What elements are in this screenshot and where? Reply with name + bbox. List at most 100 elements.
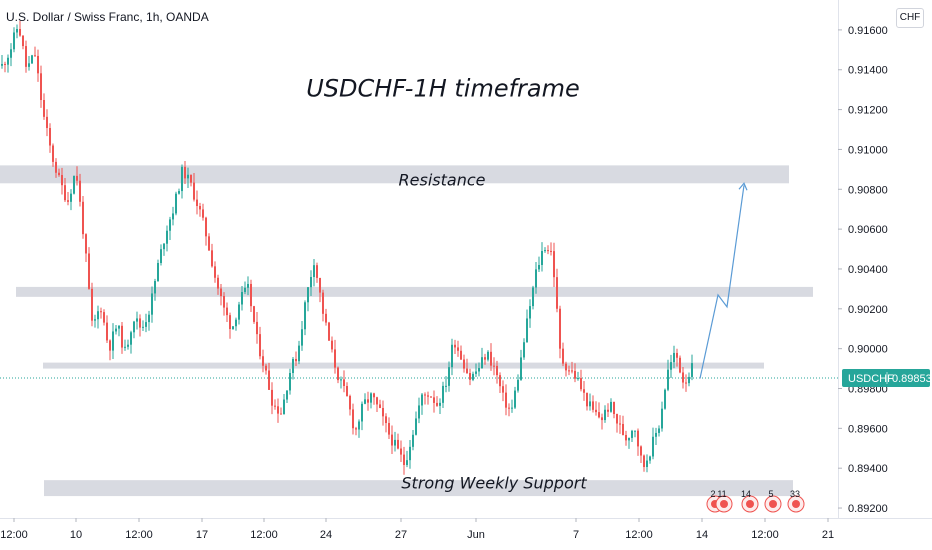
x-tick-label: 12:00 bbox=[0, 529, 28, 541]
candle-body bbox=[493, 365, 495, 367]
y-tick-label: 0.91600 bbox=[848, 25, 888, 37]
candle-body bbox=[301, 329, 303, 346]
event-flag-icon bbox=[720, 500, 728, 508]
x-tick-label: 12:00 bbox=[125, 529, 153, 541]
candle-body bbox=[640, 446, 642, 456]
candle-body bbox=[430, 396, 432, 398]
candle-body bbox=[250, 283, 252, 307]
candle-body bbox=[223, 296, 225, 308]
candle-body bbox=[247, 283, 249, 288]
candle-body bbox=[625, 434, 627, 441]
candle-body bbox=[196, 199, 198, 207]
candle-body bbox=[403, 454, 405, 465]
candle-body bbox=[49, 128, 51, 146]
candle-body bbox=[25, 46, 27, 67]
event-flag-icon bbox=[792, 500, 800, 508]
candle-body bbox=[565, 363, 567, 371]
candle-body bbox=[382, 408, 384, 417]
candle-body bbox=[343, 379, 345, 387]
zone-1 bbox=[0, 165, 789, 184]
y-tick-label: 0.91400 bbox=[848, 65, 888, 77]
candle-body bbox=[655, 432, 657, 437]
candle-body bbox=[358, 421, 360, 430]
candle-body bbox=[538, 264, 540, 270]
x-tick-label: 21 bbox=[822, 529, 834, 541]
candle-body bbox=[379, 404, 381, 409]
candle-body bbox=[310, 276, 312, 288]
candle-body bbox=[235, 319, 237, 327]
candle-body bbox=[526, 318, 528, 343]
event-marker-count: 33 bbox=[790, 489, 800, 499]
candle-body bbox=[160, 249, 162, 264]
candle-body bbox=[43, 100, 45, 117]
candle-body bbox=[409, 446, 411, 461]
candle-body bbox=[175, 193, 177, 214]
candle-body bbox=[112, 331, 114, 351]
y-tick-label: 0.89200 bbox=[848, 503, 888, 515]
x-tick-label: 10 bbox=[70, 529, 82, 541]
candle-body bbox=[586, 392, 588, 407]
candle-body bbox=[433, 397, 435, 403]
annotation-label: Resistance bbox=[399, 171, 486, 190]
candle-body bbox=[502, 386, 504, 393]
candle-body bbox=[550, 250, 552, 252]
event-marker-count: 11 bbox=[717, 489, 726, 499]
candle-body bbox=[199, 206, 201, 210]
candle-body bbox=[163, 243, 165, 250]
candle-body bbox=[277, 406, 279, 414]
candle-body bbox=[319, 277, 321, 293]
candle-body bbox=[613, 401, 615, 415]
annotation-label: USDCHF-1H timeframe bbox=[306, 74, 580, 102]
candle-body bbox=[127, 344, 129, 347]
x-tick-label: 24 bbox=[320, 529, 332, 541]
candle-body bbox=[376, 397, 378, 405]
candle-body bbox=[208, 236, 210, 251]
candle-body bbox=[619, 423, 621, 425]
candle-body bbox=[466, 368, 468, 374]
price-axis[interactable]: 0.91600 0.91400 0.91200 0.91000 0.90800 0.906… bbox=[838, 25, 888, 515]
event-markers[interactable]: 2 11 14 5 33 bbox=[706, 489, 805, 513]
event-flag-icon bbox=[769, 500, 777, 508]
y-tick-label: 0.90600 bbox=[848, 224, 888, 236]
zone-3 bbox=[43, 362, 764, 369]
candle-body bbox=[451, 344, 453, 368]
candle-body bbox=[658, 428, 660, 433]
candle-body bbox=[100, 311, 102, 313]
candle-body bbox=[73, 175, 75, 194]
candle-body bbox=[121, 325, 123, 348]
candle-body bbox=[391, 434, 393, 446]
candle-body bbox=[217, 277, 219, 289]
candle-body bbox=[76, 175, 78, 181]
candle-body bbox=[190, 174, 192, 183]
candle-body bbox=[133, 321, 135, 333]
event-marker-count: 2 bbox=[710, 489, 715, 499]
event-flag-icon bbox=[746, 500, 754, 508]
price-badge-symbol: USDCHF bbox=[848, 373, 894, 385]
candle-body bbox=[337, 367, 339, 381]
candle-body bbox=[349, 395, 351, 410]
candle-body bbox=[103, 312, 105, 323]
candle-body bbox=[106, 322, 108, 341]
candle-body bbox=[415, 418, 417, 435]
candle-body bbox=[295, 358, 297, 362]
candle-body bbox=[130, 332, 132, 345]
candle-body bbox=[19, 28, 21, 36]
currency-button[interactable]: CHF bbox=[896, 8, 924, 28]
candle-body bbox=[211, 250, 213, 267]
candle-body bbox=[517, 379, 519, 391]
candle-body bbox=[334, 349, 336, 368]
candle-body bbox=[304, 302, 306, 330]
candle-body bbox=[181, 166, 183, 192]
y-tick-label: 0.91000 bbox=[848, 144, 888, 156]
candle-body bbox=[172, 213, 174, 220]
candle-body bbox=[595, 409, 597, 413]
candle-body bbox=[46, 116, 48, 129]
candle-body bbox=[589, 401, 591, 407]
y-tick-label: 0.90000 bbox=[848, 344, 888, 356]
candle-body bbox=[298, 345, 300, 362]
candle-body bbox=[676, 352, 678, 358]
candle-body bbox=[529, 306, 531, 319]
candle-body bbox=[316, 265, 318, 278]
time-axis[interactable]: 12:00 10 12:00 17 12:00 24 27 Jun 7 12:00 14 12:00 2… bbox=[0, 518, 834, 541]
